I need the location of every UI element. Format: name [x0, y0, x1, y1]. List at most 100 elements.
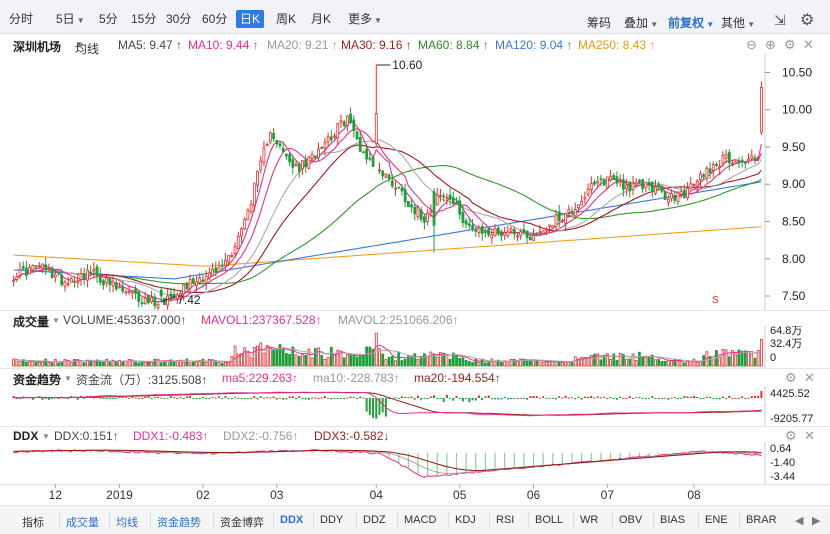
- flow-bar: [689, 396, 692, 398]
- flow-bar: [632, 398, 635, 399]
- tab-5day[interactable]: 5日 ▼: [56, 10, 85, 28]
- volume-bar: [50, 362, 54, 367]
- close-icon[interactable]: ✕: [804, 370, 815, 385]
- tab-60min[interactable]: 60分: [202, 12, 228, 26]
- tab-volume[interactable]: 成交量: [66, 517, 99, 529]
- candle-body: [654, 186, 657, 194]
- settings-gear-icon[interactable]: ⚙: [800, 12, 815, 29]
- tab-intraday[interactable]: 分时: [9, 12, 34, 26]
- y-tick-label: 9.50: [782, 140, 806, 154]
- candle-body: [406, 200, 410, 208]
- tab-ddx[interactable]: DDX: [280, 514, 304, 526]
- volume-bar: [95, 359, 99, 367]
- candle-body: [66, 283, 70, 286]
- close-icon[interactable]: ✕: [804, 428, 815, 443]
- tab-more[interactable]: 更多 ▼: [348, 10, 382, 28]
- tab-next-icon[interactable]: ▶: [812, 515, 821, 527]
- candle-body: [682, 190, 686, 199]
- candle-body: [516, 235, 519, 238]
- candle-body: [198, 277, 202, 284]
- tab-fund-game[interactable]: 资金博弈: [220, 517, 264, 529]
- overlay-button[interactable]: 叠加 ▼: [624, 14, 658, 31]
- flow-bar: [737, 397, 740, 399]
- tab-prev-icon[interactable]: ◀: [795, 515, 804, 527]
- volume-bar: [750, 352, 754, 367]
- compress-icon[interactable]: ⇲: [774, 12, 786, 28]
- tab-30min[interactable]: 30分: [166, 12, 192, 26]
- candle-body: [660, 185, 664, 192]
- chevron-down-icon[interactable]: ▼: [42, 432, 50, 441]
- tab-15min[interactable]: 15分: [131, 12, 157, 26]
- tab-boll[interactable]: BOLL: [535, 514, 564, 526]
- volume-bar: [358, 355, 362, 367]
- candle-body: [301, 160, 304, 170]
- chevron-down-icon[interactable]: ▼: [52, 316, 60, 325]
- close-icon[interactable]: ✕: [803, 37, 814, 52]
- flow-bar: [157, 397, 160, 399]
- volume-bar: [731, 350, 734, 367]
- tab-separator: [150, 512, 151, 528]
- flow-bar: [237, 398, 240, 399]
- flow-bar: [214, 397, 217, 399]
- ddx-title: DDX: [13, 429, 39, 443]
- flow-bar: [680, 398, 683, 399]
- tab-ddy[interactable]: DDY: [320, 514, 344, 526]
- volume-bar: [278, 344, 282, 367]
- flow-bar: [57, 398, 60, 399]
- volume-bar: [593, 353, 596, 367]
- volume-bar: [503, 361, 507, 367]
- ddx-bar: [359, 452, 361, 454]
- chip-distribution-button[interactable]: 筹码: [587, 16, 612, 30]
- chevron-down-icon[interactable]: ▼: [64, 374, 72, 383]
- adjust-button[interactable]: 前复权 ▼: [668, 14, 714, 31]
- volume-bar: [198, 359, 202, 367]
- tab-ene[interactable]: ENE: [705, 514, 728, 526]
- candle-body: [618, 180, 622, 183]
- tab-indicator[interactable]: 指标: [22, 517, 44, 529]
- other-button[interactable]: 其他 ▼: [721, 14, 755, 31]
- tab-ma[interactable]: 均线: [116, 517, 138, 529]
- ddx-bar: [398, 452, 400, 464]
- flow-ma5-value: ma5:229.263↑: [222, 371, 299, 385]
- candle-body: [310, 154, 314, 160]
- tab-obv[interactable]: OBV: [619, 514, 643, 526]
- flow-bar: [118, 396, 121, 398]
- flow-bar: [375, 398, 378, 419]
- tab-rsi[interactable]: RSI: [496, 514, 515, 526]
- flow-bar: [140, 397, 143, 399]
- candle-body: [224, 259, 227, 266]
- tab-5min[interactable]: 5分: [99, 12, 118, 26]
- candle-body: [92, 269, 96, 272]
- tab-wr[interactable]: WR: [580, 514, 599, 526]
- candle-body: [127, 291, 131, 293]
- tab-weekly-k[interactable]: 周K: [276, 12, 297, 26]
- volume-bar: [599, 359, 603, 367]
- candle-body: [538, 231, 542, 234]
- candle-body: [413, 206, 417, 215]
- tab-fund-trend[interactable]: 资金趋势: [157, 517, 201, 529]
- tab-kdj[interactable]: KDJ: [455, 514, 476, 526]
- flow-bar: [542, 396, 545, 398]
- gear-icon[interactable]: ⚙: [785, 370, 797, 385]
- candle-body: [63, 281, 67, 287]
- gear-icon[interactable]: ⚙: [784, 37, 796, 52]
- tab-macd[interactable]: MACD: [404, 514, 437, 526]
- minus-icon[interactable]: ⊖: [746, 37, 757, 52]
- gear-icon[interactable]: ⚙: [785, 428, 797, 443]
- flow-bar: [262, 397, 265, 399]
- flow-bar: [250, 397, 253, 399]
- tab-ddz[interactable]: DDZ: [363, 514, 386, 526]
- tab-brar[interactable]: BRAR: [746, 514, 777, 526]
- tab-bias[interactable]: BIAS: [660, 514, 686, 526]
- plus-icon[interactable]: ⊕: [765, 37, 776, 52]
- volume-bar: [207, 358, 211, 367]
- volume-bar: [304, 354, 308, 367]
- candle-body: [358, 137, 362, 152]
- tab-monthly-k[interactable]: 月K: [311, 12, 332, 26]
- flow-bar: [327, 398, 330, 399]
- ddx-bar: [648, 452, 650, 457]
- candle-body: [285, 153, 288, 157]
- tab-daily-k[interactable]: 日K: [236, 10, 265, 28]
- candle-body: [220, 264, 224, 267]
- candle-body: [477, 227, 481, 234]
